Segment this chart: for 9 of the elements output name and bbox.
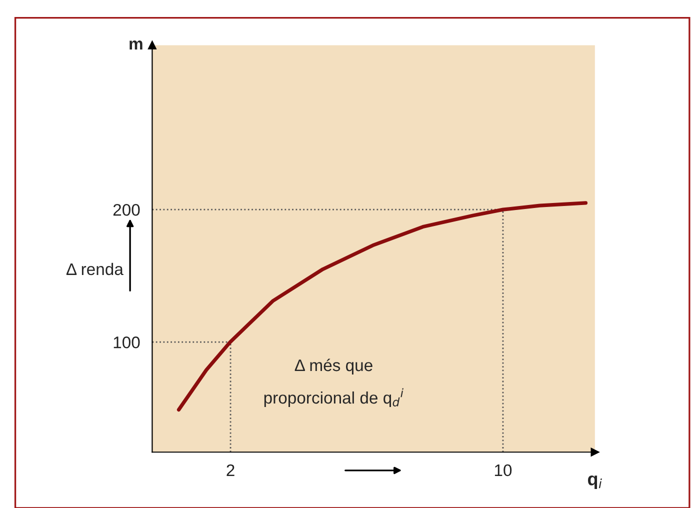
x-tick-label: 10 — [494, 464, 512, 476]
text: Δ renda — [66, 262, 124, 276]
x-tick-label: 2 — [226, 464, 234, 476]
y-tick-label: 200 — [113, 204, 140, 216]
x-axis-title: q$_{i}$ — [588, 475, 602, 489]
y-tick-label: 100 — [114, 336, 140, 348]
y-axis-title: m — [130, 40, 142, 50]
annotation: Δ més que proporcional de q$_{d}$$^{i}$ — [264, 358, 404, 407]
line-series — [176, 201, 588, 412]
